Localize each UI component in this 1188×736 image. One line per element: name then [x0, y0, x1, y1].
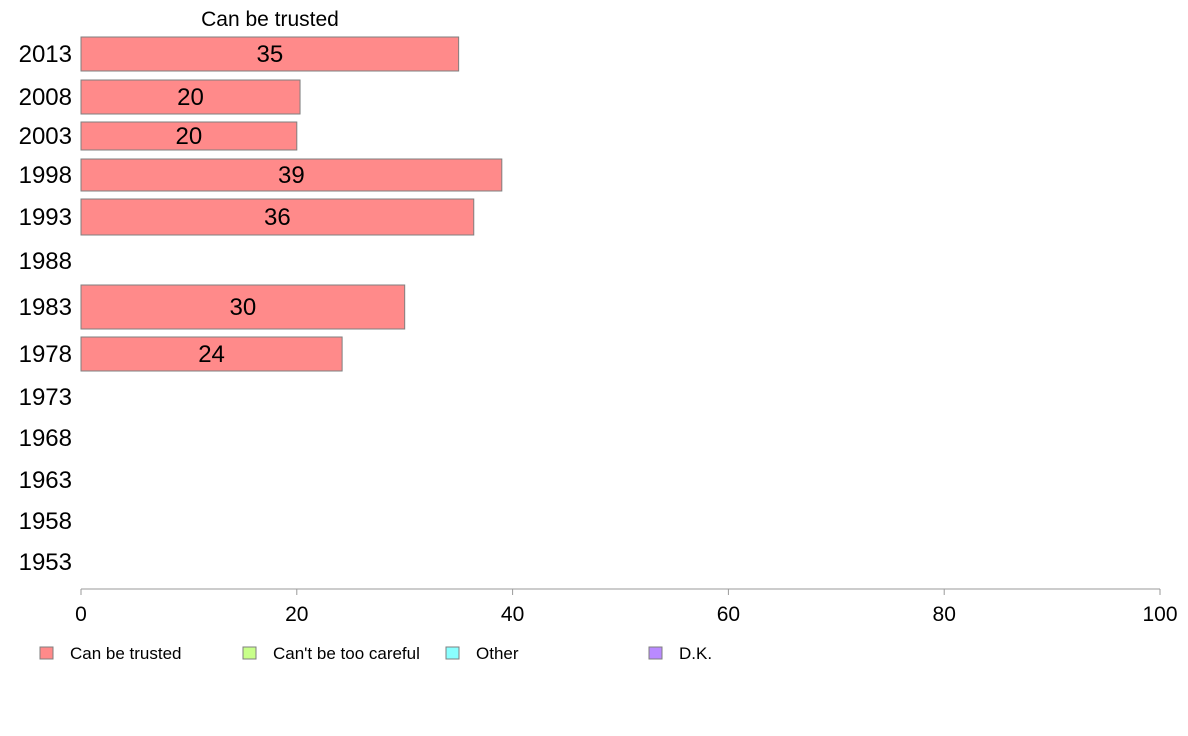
y-tick-label-1998: 1998 — [19, 162, 72, 189]
bar-1983 — [80, 284, 406, 330]
x-tick-label-60: 60 — [717, 603, 740, 626]
bar-2003 — [80, 121, 298, 151]
y-tick-label-1978: 1978 — [19, 341, 72, 368]
x-tick-label-0: 0 — [75, 603, 87, 626]
y-axis-labels: 2013 2008 2003 1998 1993 1988 1983 1978 1973 1968… — [19, 41, 72, 576]
legend-label-can-be-trusted: Can be trusted — [70, 644, 182, 663]
chart-title: Can be trusted — [201, 8, 339, 31]
y-tick-label-1973: 1973 — [19, 384, 72, 411]
value-label-1978: 24 — [198, 341, 225, 368]
legend: Can be trusted Can't be too careful Other D… — [39, 644, 712, 663]
legend-swatch-can-be-trusted — [39, 646, 54, 660]
legend-label-other: Other — [476, 644, 519, 663]
x-tick-label-100: 100 — [1142, 603, 1177, 626]
bar-2013 — [80, 36, 460, 72]
x-tick-label-40: 40 — [501, 603, 524, 626]
value-label-1998: 39 — [278, 162, 305, 189]
bar-1978 — [80, 336, 343, 372]
y-tick-label-2008: 2008 — [19, 84, 72, 111]
bar-2008 — [80, 79, 301, 115]
x-tick-label-20: 20 — [285, 603, 308, 626]
y-tick-label-2013: 2013 — [19, 41, 72, 68]
legend-label-d-k: D.K. — [679, 644, 712, 663]
value-label-1983: 30 — [229, 294, 256, 321]
legend-swatch-can-t-be-too-careful — [242, 646, 257, 660]
value-label-2003: 20 — [176, 123, 203, 150]
bar-1998 — [80, 158, 503, 192]
x-tick-label-80: 80 — [933, 603, 956, 626]
y-tick-label-1993: 1993 — [19, 204, 72, 231]
legend-swatch-d-k — [648, 646, 663, 660]
legend-label-can-t-be-too-careful: Can't be too careful — [273, 644, 420, 663]
bar-1993 — [80, 198, 475, 236]
value-label-2008: 20 — [177, 84, 204, 111]
y-tick-label-2003: 2003 — [19, 123, 72, 150]
value-label-2013: 35 — [256, 41, 283, 68]
y-tick-label-1983: 1983 — [19, 294, 72, 321]
x-axis: 0 20 40 60 80 100 — [75, 588, 1178, 626]
legend-swatch-other — [445, 646, 460, 660]
y-tick-label-1988: 1988 — [19, 248, 72, 275]
value-label-1993: 36 — [264, 204, 291, 231]
y-tick-label-1953: 1953 — [19, 549, 72, 576]
y-tick-label-1963: 1963 — [19, 467, 72, 494]
y-tick-label-1958: 1958 — [19, 508, 72, 535]
y-tick-label-1968: 1968 — [19, 425, 72, 452]
